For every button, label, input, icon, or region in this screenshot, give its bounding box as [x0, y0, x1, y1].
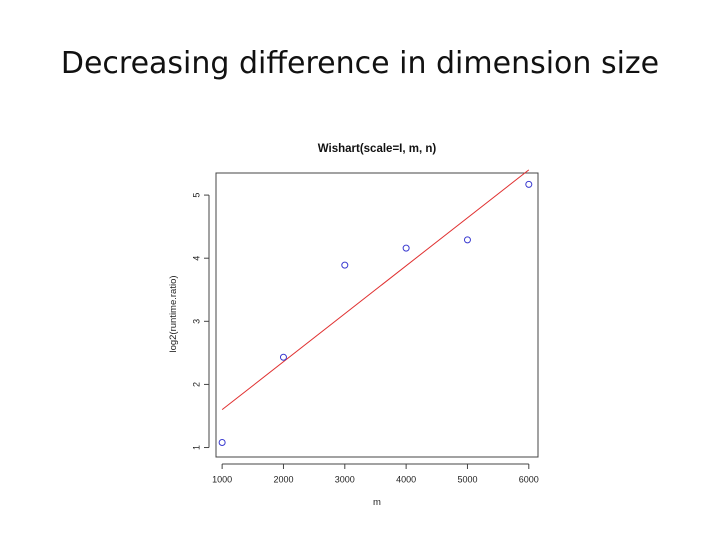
y-axis-label: log2(runtime.ratio) — [168, 275, 179, 352]
x-tick-label: 3000 — [335, 474, 355, 484]
data-point — [218, 438, 226, 446]
y-tick-label: 2 — [191, 382, 201, 387]
data-point — [279, 353, 287, 361]
x-tick-label: 6000 — [519, 474, 539, 484]
y-tick-label: 1 — [191, 445, 201, 450]
x-tick-label: 5000 — [457, 474, 477, 484]
fit-line-group — [221, 169, 530, 411]
data-point — [463, 236, 471, 244]
y-axis: 1 2 3 4 5 — [191, 193, 210, 450]
y-tick-label: 4 — [191, 256, 201, 261]
data-point — [341, 261, 349, 269]
fit-line — [221, 169, 530, 411]
data-point — [525, 180, 533, 188]
x-tick-label: 2000 — [273, 474, 293, 484]
x-tick-label: 4000 — [396, 474, 416, 484]
chart-title: Wishart(scale=I, m, n) — [318, 143, 437, 155]
y-tick-label: 3 — [191, 319, 201, 324]
x-axis-label: m — [373, 497, 381, 508]
slide-title: Decreasing difference in dimension size — [60, 46, 660, 81]
x-axis: 1000 2000 3000 4000 5000 6000 — [212, 463, 539, 484]
data-points — [218, 180, 533, 446]
plot-frame — [215, 172, 539, 458]
y-tick-label: 5 — [191, 193, 201, 198]
x-tick-label: 1000 — [212, 474, 232, 484]
data-point — [402, 244, 410, 252]
